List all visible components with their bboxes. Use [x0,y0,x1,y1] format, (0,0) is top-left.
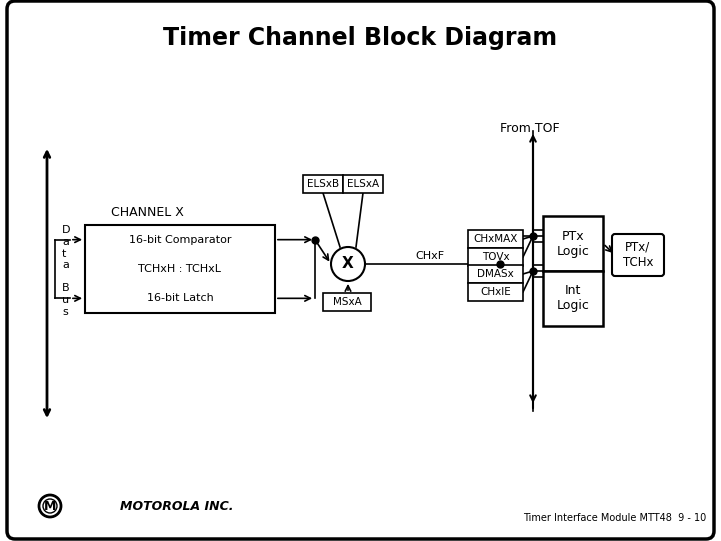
Bar [85,225,275,313]
Text: CHANNEL X: CHANNEL X [110,207,183,220]
Bar [468,283,523,301]
Text: MOTOROLA INC.: MOTOROLA INC. [120,499,234,512]
Text: CHxMAX: CHxMAX [473,234,518,244]
Text: TCHxH : TCHxL: TCHxH : TCHxL [138,264,221,274]
Bar [303,175,343,193]
Text: 16-bit Latch: 16-bit Latch [146,293,213,304]
Text: M: M [44,499,56,512]
Text: PTx
Logic: PTx Logic [557,229,590,258]
Bar [543,216,603,271]
Text: CHxF: CHxF [415,251,445,261]
Text: TOVx: TOVx [482,252,509,262]
Text: 16-bit Comparator: 16-bit Comparator [129,235,231,245]
Text: MSxA: MSxA [332,297,361,307]
Text: X: X [342,256,354,272]
Bar [543,271,603,326]
Text: From TOF: From TOF [500,122,559,135]
FancyBboxPatch shape [7,1,714,539]
Bar [323,293,371,311]
Text: CHxIE: CHxIE [480,287,511,297]
Text: ELSxB: ELSxB [307,179,339,189]
Text: Timer Channel Block Diagram: Timer Channel Block Diagram [163,26,557,50]
Bar [468,248,523,266]
Bar [343,175,383,193]
Text: D
a
t
a
 
B
u
s: D a t a B u s [62,226,71,316]
Text: DMASx: DMASx [477,269,514,279]
Text: ELSxA: ELSxA [347,179,379,189]
Bar [468,265,523,283]
Text: Int
Logic: Int Logic [557,285,590,313]
Text: Timer Interface Module MTT48  9 - 10: Timer Interface Module MTT48 9 - 10 [523,513,706,523]
Text: PTx/
TCHx: PTx/ TCHx [623,241,653,269]
FancyBboxPatch shape [612,234,664,276]
Bar [468,230,523,248]
